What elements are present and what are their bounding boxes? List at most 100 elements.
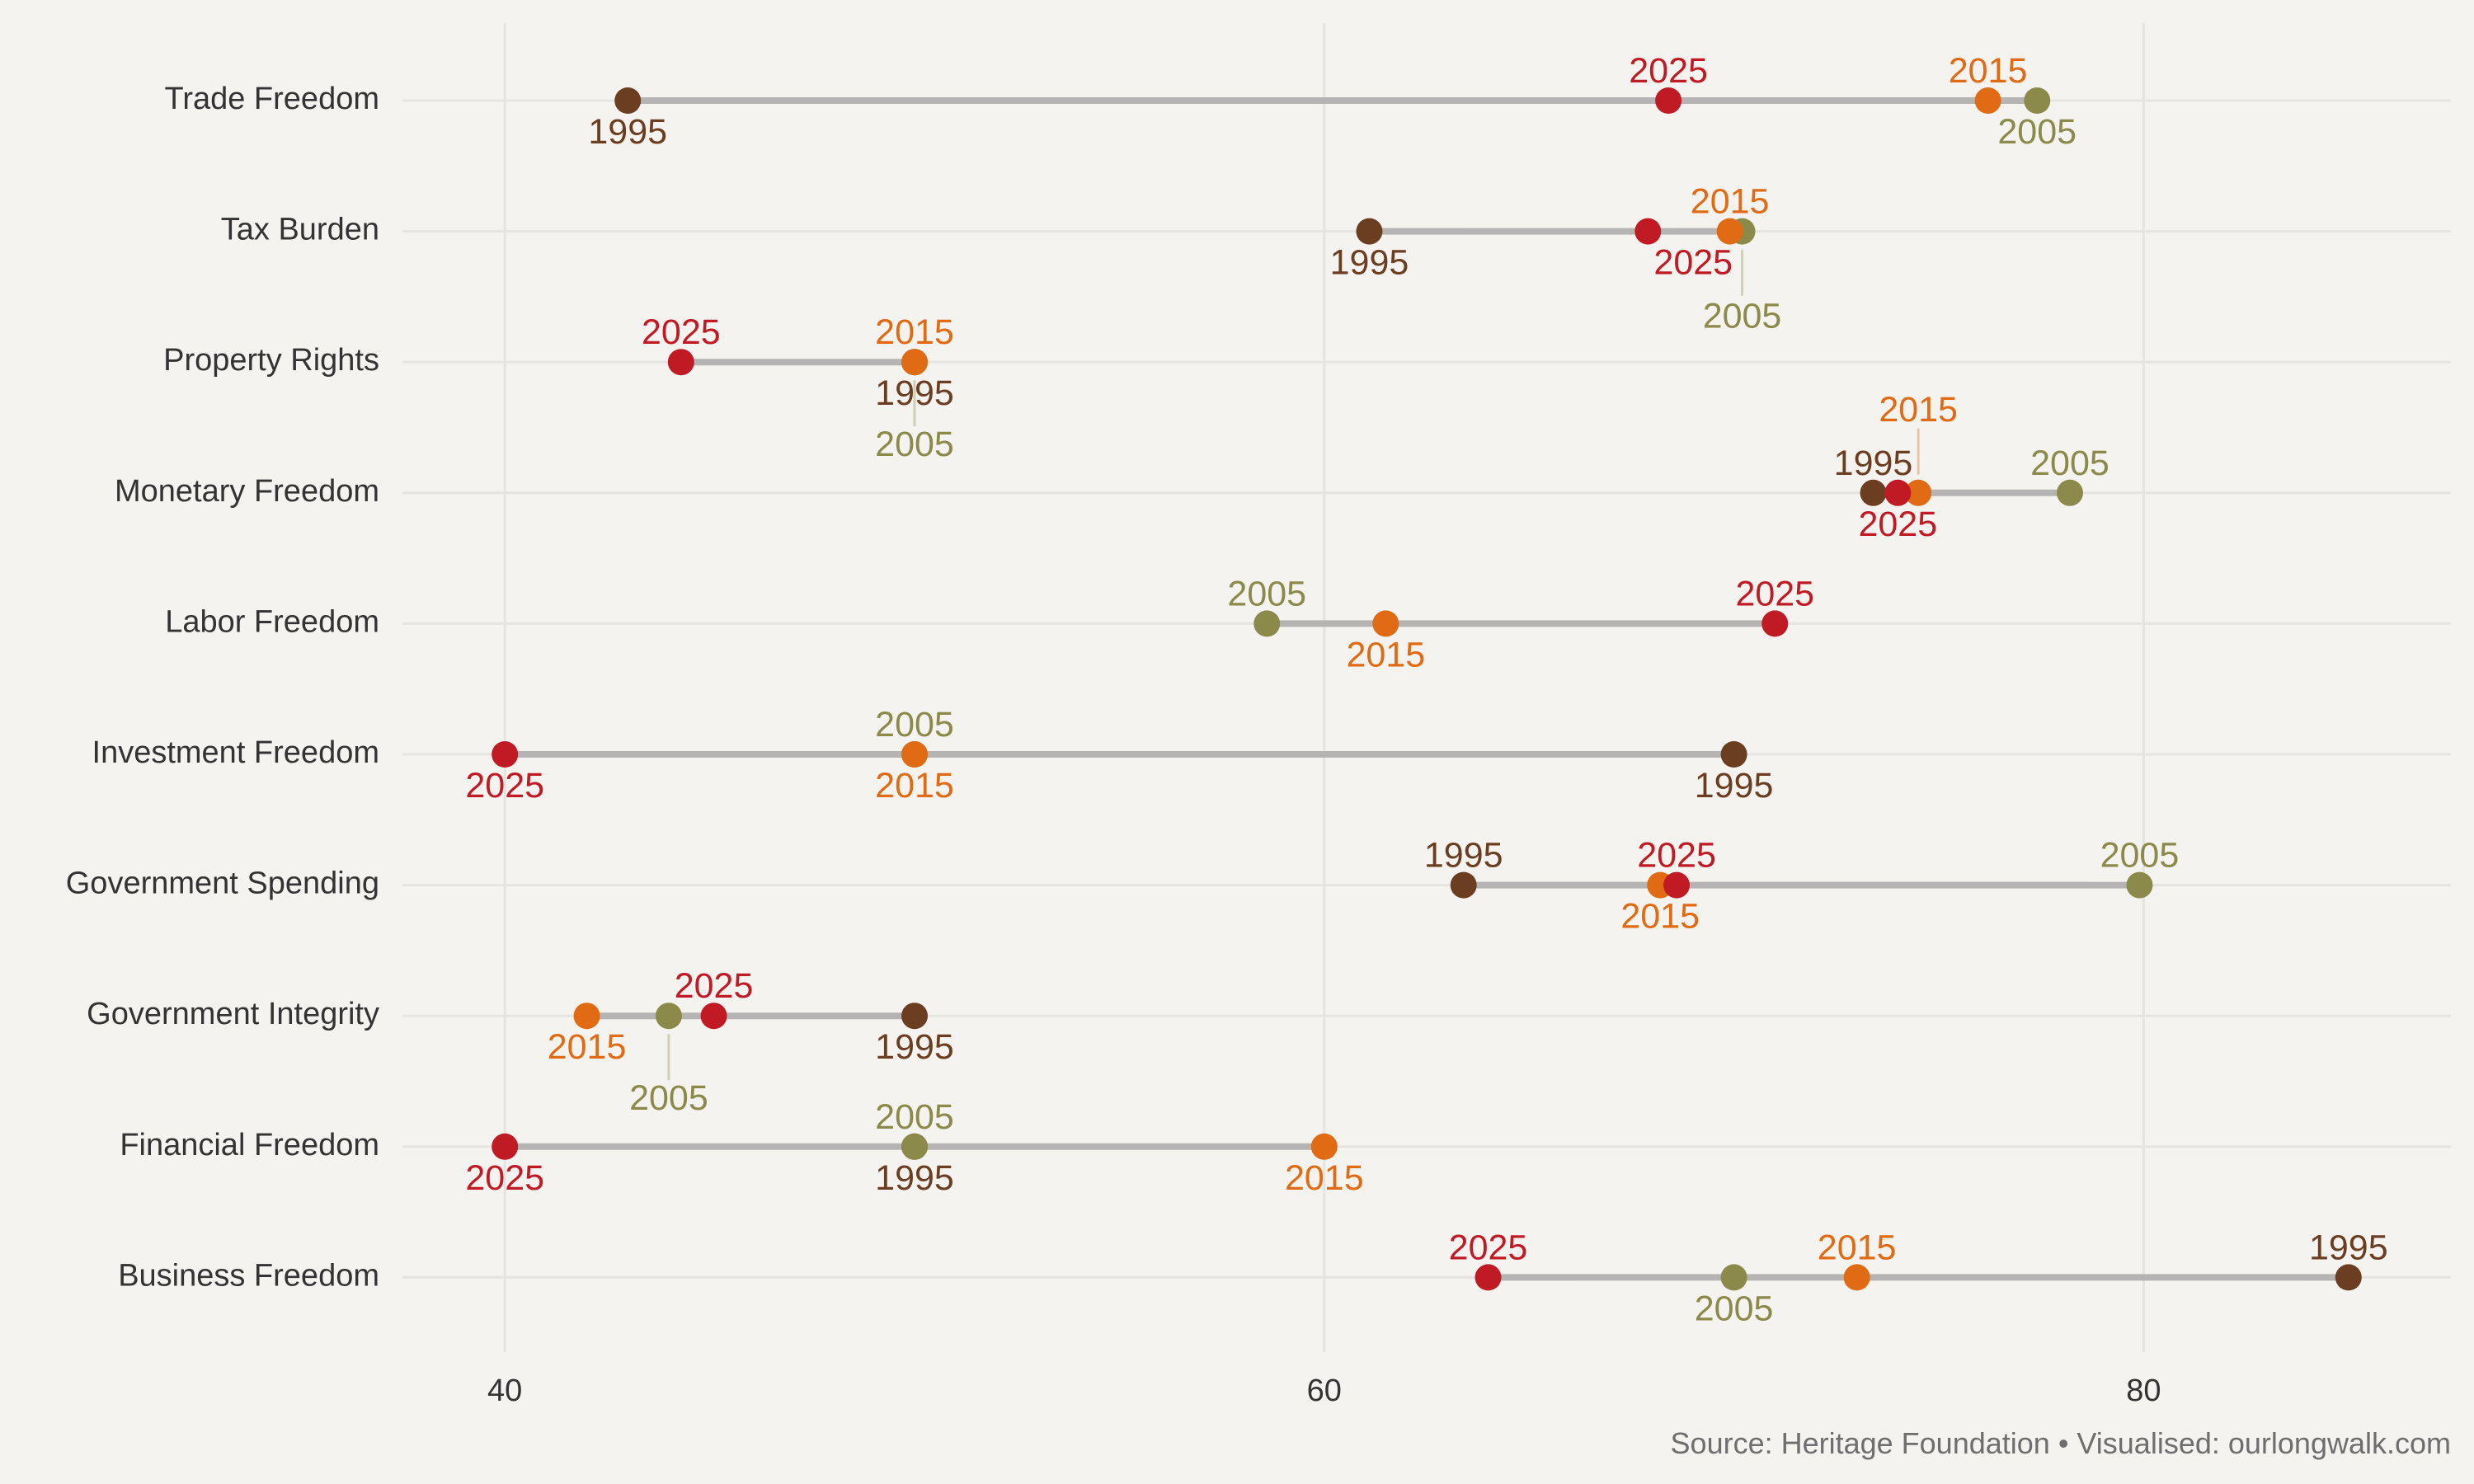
x-axis-ticks: 40 60 80: [487, 1374, 2161, 1408]
point-label-trade-freedom-2025: 2025: [1629, 51, 1708, 91]
point-labor-freedom-2005: [1253, 610, 1281, 637]
row-government-spending: Government Spending 1995 2005 2015 2025: [66, 836, 2451, 937]
point-label-financial-freedom-2015: 2015: [1285, 1158, 1364, 1198]
point-financial-freedom-2015: [1310, 1133, 1338, 1160]
point-business-freedom-2015: [1843, 1264, 1870, 1291]
row-investment-freedom: Investment Freedom 1995 2005 2015 2025: [92, 705, 2451, 805]
row-labor-freedom: Labor Freedom 2005 2015 2025: [165, 574, 2451, 674]
category-label-government-integrity: Government Integrity: [87, 997, 379, 1031]
point-tax-burden-1995: [1356, 218, 1383, 245]
point-trade-freedom-2015: [1974, 87, 2001, 114]
point-label-investment-freedom-2025: 2025: [465, 766, 544, 805]
point-financial-freedom-2005: [901, 1133, 928, 1160]
point-investment-freedom-2025: [492, 741, 519, 768]
point-label-government-spending-1995: 1995: [1424, 836, 1503, 876]
point-label-business-freedom-1995: 1995: [2309, 1228, 2388, 1267]
category-label-trade-freedom: Trade Freedom: [165, 82, 379, 116]
point-label-financial-freedom-1995: 1995: [875, 1158, 954, 1198]
point-government-integrity-1995: [901, 1003, 928, 1030]
category-label-government-spending: Government Spending: [66, 866, 379, 901]
grid-lines: [503, 23, 2145, 1352]
category-label-property-rights: Property Rights: [163, 343, 379, 378]
point-label-trade-freedom-1995: 1995: [588, 112, 667, 152]
point-government-spending-2025: [1663, 871, 1691, 899]
point-business-freedom-2025: [1475, 1264, 1502, 1291]
point-label-labor-freedom-2005: 2005: [1227, 574, 1306, 613]
point-label-government-spending-2015: 2015: [1620, 897, 1700, 937]
point-trade-freedom-2005: [2024, 87, 2051, 114]
row-business-freedom: Business Freedom 1995 2005 2015 2025: [118, 1228, 2451, 1328]
point-trade-freedom-2025: [1655, 87, 1682, 114]
point-label-investment-freedom-1995: 1995: [1695, 766, 1774, 805]
point-label-tax-burden-2025: 2025: [1653, 243, 1733, 283]
x-tick-label-80: 80: [2126, 1374, 2161, 1408]
point-label-government-spending-2025: 2025: [1637, 836, 1716, 876]
row-trade-freedom: Trade Freedom 1995 2005 2015 2025: [165, 51, 2451, 152]
point-label-business-freedom-2005: 2005: [1695, 1289, 1774, 1328]
point-label-business-freedom-2025: 2025: [1449, 1228, 1528, 1267]
point-label-property-rights-2005: 2005: [875, 425, 954, 464]
point-property-rights-2015: [901, 349, 928, 376]
category-label-tax-burden: Tax Burden: [221, 213, 379, 247]
point-label-financial-freedom-2005: 2005: [875, 1097, 954, 1137]
point-label-financial-freedom-2025: 2025: [465, 1158, 544, 1198]
point-label-government-integrity-2015: 2015: [548, 1027, 627, 1067]
point-label-tax-burden-2005: 2005: [1703, 297, 1782, 336]
category-label-monetary-freedom: Monetary Freedom: [115, 474, 379, 509]
point-property-rights-2025: [667, 349, 694, 376]
point-label-monetary-freedom-2025: 2025: [1858, 505, 1937, 544]
row-tax-burden: Tax Burden 1995 2005 2015 2025: [221, 182, 2451, 336]
point-label-property-rights-2025: 2025: [642, 312, 721, 352]
point-financial-freedom-2025: [492, 1133, 519, 1160]
point-label-trade-freedom-2005: 2005: [1997, 112, 2077, 152]
point-tax-burden-2015: [1716, 218, 1743, 245]
row-monetary-freedom: Monetary Freedom 1995 2005 2015 2025: [115, 390, 2451, 544]
point-labor-freedom-2025: [1761, 610, 1789, 637]
category-label-financial-freedom: Financial Freedom: [120, 1128, 379, 1162]
category-label-investment-freedom: Investment Freedom: [92, 735, 379, 770]
point-label-investment-freedom-2015: 2015: [875, 766, 954, 805]
category-label-business-freedom: Business Freedom: [118, 1258, 379, 1293]
point-label-monetary-freedom-2015: 2015: [1879, 390, 1958, 430]
point-label-property-rights-1995: 1995: [875, 373, 954, 413]
point-monetary-freedom-1995: [1860, 479, 1887, 506]
row-financial-freedom: Financial Freedom 1995 2005 2015 2025: [120, 1097, 2451, 1198]
x-tick-label-60: 60: [1307, 1374, 1342, 1408]
point-label-labor-freedom-2015: 2015: [1346, 635, 1425, 674]
point-label-trade-freedom-2015: 2015: [1949, 51, 2028, 91]
point-monetary-freedom-2025: [1884, 479, 1912, 506]
point-government-integrity-2005: [655, 1003, 682, 1030]
point-business-freedom-2005: [1720, 1264, 1747, 1291]
point-monetary-freedom-2015: [1905, 479, 1932, 506]
point-label-business-freedom-2015: 2015: [1818, 1228, 1897, 1267]
point-government-spending-2005: [2126, 871, 2153, 899]
point-label-government-integrity-2005: 2005: [629, 1078, 708, 1118]
point-investment-freedom-2015: [901, 741, 928, 768]
point-label-investment-freedom-2005: 2005: [875, 705, 954, 744]
point-label-monetary-freedom-2005: 2005: [2030, 444, 2109, 483]
point-label-tax-burden-1995: 1995: [1330, 243, 1409, 283]
point-investment-freedom-1995: [1720, 741, 1747, 768]
x-tick-label-40: 40: [487, 1374, 522, 1408]
point-label-government-integrity-1995: 1995: [875, 1027, 954, 1067]
point-monetary-freedom-2005: [2056, 479, 2083, 506]
point-label-property-rights-2015: 2015: [875, 312, 954, 352]
point-label-labor-freedom-2025: 2025: [1735, 574, 1814, 613]
point-government-spending-1995: [1450, 871, 1477, 899]
point-label-government-integrity-2025: 2025: [675, 966, 754, 1006]
point-labor-freedom-2015: [1372, 610, 1399, 637]
point-label-monetary-freedom-1995: 1995: [1834, 444, 1913, 483]
point-label-tax-burden-2015: 2015: [1691, 182, 1770, 222]
category-label-labor-freedom: Labor Freedom: [165, 604, 379, 639]
row-property-rights: Property Rights 1995 2005 2015 2025: [163, 312, 2451, 464]
point-government-integrity-2015: [573, 1003, 600, 1030]
source-caption: Source: Heritage Foundation • Visualised…: [1671, 1426, 2451, 1460]
point-government-integrity-2025: [700, 1003, 727, 1030]
point-trade-freedom-1995: [614, 87, 642, 114]
point-business-freedom-1995: [2335, 1264, 2362, 1291]
point-tax-burden-2025: [1634, 218, 1662, 245]
point-label-government-spending-2005: 2005: [2100, 836, 2180, 876]
